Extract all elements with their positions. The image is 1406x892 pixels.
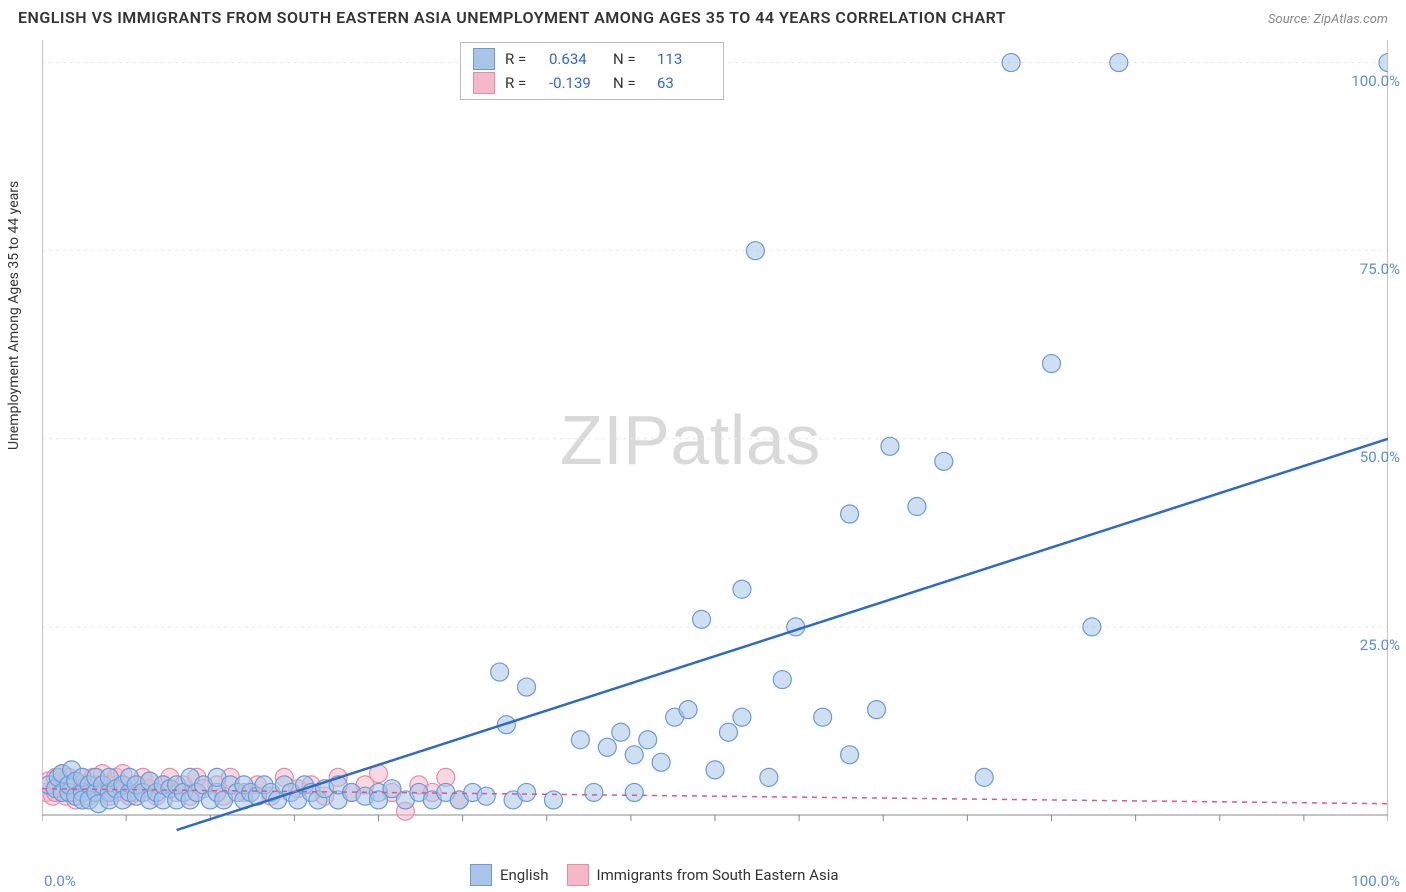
n-value-immigrants: 63 <box>657 71 711 95</box>
legend-item-english: English <box>470 864 549 886</box>
chart-title: ENGLISH VS IMMIGRANTS FROM SOUTH EASTERN… <box>18 8 1006 27</box>
legend-row-immigrants: R = -0.139 N = 63 <box>473 71 711 95</box>
r-label: R = <box>505 71 539 95</box>
n-value-english: 113 <box>657 47 711 71</box>
legend-label-english: English <box>500 866 549 884</box>
r-value-english: 0.634 <box>549 47 603 71</box>
legend-swatch-english <box>473 48 495 70</box>
legend-swatch-immigrants <box>473 72 495 94</box>
n-label: N = <box>613 71 647 95</box>
x-axis-min-label: 0.0% <box>44 872 76 890</box>
series-legend: English Immigrants from South Eastern As… <box>470 864 839 886</box>
scatter-chart <box>42 40 1388 840</box>
source-attribution: Source: ZipAtlas.com <box>1268 12 1388 27</box>
r-label: R = <box>505 47 539 71</box>
legend-swatch-english <box>470 864 492 886</box>
y-axis-label: Unemployment Among Ages 35 to 44 years <box>6 181 22 450</box>
correlation-legend: R = 0.634 N = 113 R = -0.139 N = 63 <box>460 42 724 100</box>
legend-label-immigrants: Immigrants from South Eastern Asia <box>597 866 839 884</box>
r-value-immigrants: -0.139 <box>549 71 603 95</box>
n-label: N = <box>613 47 647 71</box>
x-axis-max-label: 100.0% <box>1351 872 1400 890</box>
legend-swatch-immigrants <box>567 864 589 886</box>
legend-item-immigrants: Immigrants from South Eastern Asia <box>567 864 839 886</box>
legend-row-english: R = 0.634 N = 113 <box>473 47 711 71</box>
